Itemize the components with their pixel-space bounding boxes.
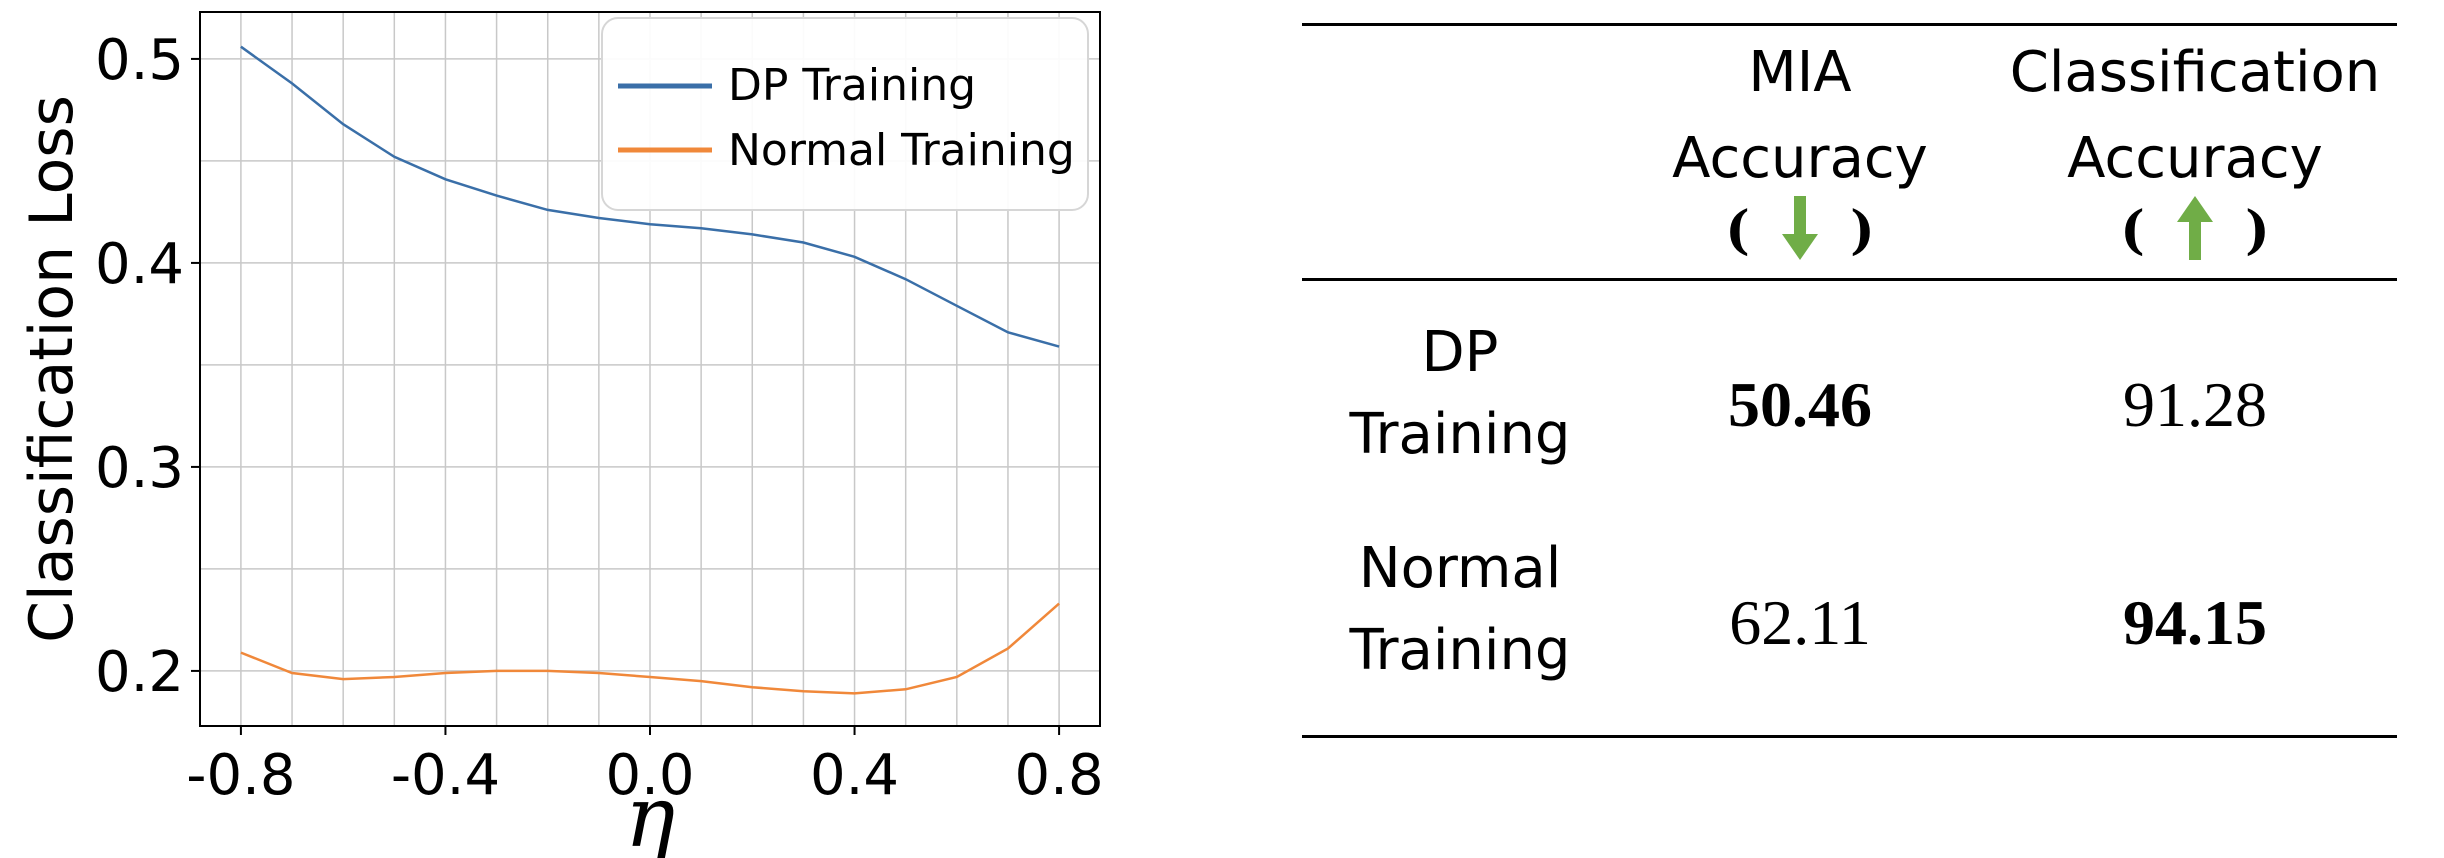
y-tick-label: 0.3 [95, 436, 184, 501]
x-tick-label: 0.8 [1015, 743, 1104, 808]
x-axis-label: η [625, 768, 675, 858]
header-classification-direction: ( ) [1975, 196, 2415, 266]
x-tick-label: 0.4 [810, 743, 899, 808]
row-label-line2: Training [1349, 402, 1571, 467]
paren-open: ( [2120, 200, 2145, 261]
header-mia-line1: MIA [1748, 40, 1852, 105]
y-axis-label: Classification Loss [17, 95, 87, 643]
legend-label-dp-training: DP Training [728, 60, 976, 111]
paren-close: ) [1850, 200, 1875, 261]
row-label-line2: Training [1349, 618, 1571, 683]
up-arrow-icon [2177, 196, 2213, 260]
x-tick-label: -0.8 [186, 743, 295, 808]
y-tick-label: 0.5 [95, 28, 184, 93]
row-label-line1: Normal [1358, 536, 1562, 601]
table-bottom-rule [1302, 735, 2397, 738]
table-header-rule [1302, 278, 2397, 281]
paren-close: ) [2245, 200, 2270, 261]
cell-dp-mia: 50.46 [1728, 369, 1872, 440]
chart-legend: DP Training Normal Training [601, 17, 1089, 211]
y-tick-label: 0.2 [95, 640, 184, 705]
cell-normal-classification: 94.15 [2123, 587, 2267, 658]
row-label-dp-training: DP Training [1290, 312, 1630, 476]
legend-box [601, 17, 1089, 211]
series-line-dp-training [240, 45, 1060, 348]
cell-normal-mia: 62.11 [1729, 587, 1871, 658]
chart-series [240, 45, 1060, 695]
series-line-normal-training [240, 602, 1060, 695]
header-classification: Classification Accuracy [1975, 30, 2415, 202]
chart-ticks: -0.8 -0.4 0.0 0.4 0.8 0.2 0.3 0.4 0.5 [95, 28, 1104, 808]
x-tick-label: 0.0 [605, 743, 694, 808]
header-classification-line2: Accuracy [2067, 126, 2323, 191]
table-top-rule [1302, 23, 2397, 26]
down-arrow-icon [1782, 196, 1818, 260]
header-mia-line2: Accuracy [1672, 126, 1928, 191]
cell-dp-classification: 91.28 [2123, 369, 2267, 440]
header-mia: MIA Accuracy [1630, 30, 1970, 202]
legend-label-normal-training: Normal Training [728, 125, 1075, 176]
header-mia-direction: ( ) [1630, 196, 1970, 266]
x-tick-label: -0.4 [391, 743, 500, 808]
row-label-line1: DP [1421, 320, 1499, 385]
y-tick-label: 0.4 [95, 232, 184, 297]
line-chart: -0.8 -0.4 0.0 0.4 0.8 0.2 0.3 0.4 0.5 Classifica… [17, 11, 1104, 858]
row-label-normal-training: Normal Training [1290, 528, 1630, 692]
header-classification-line1: Classification [2009, 40, 2381, 105]
paren-open: ( [1725, 200, 1750, 261]
